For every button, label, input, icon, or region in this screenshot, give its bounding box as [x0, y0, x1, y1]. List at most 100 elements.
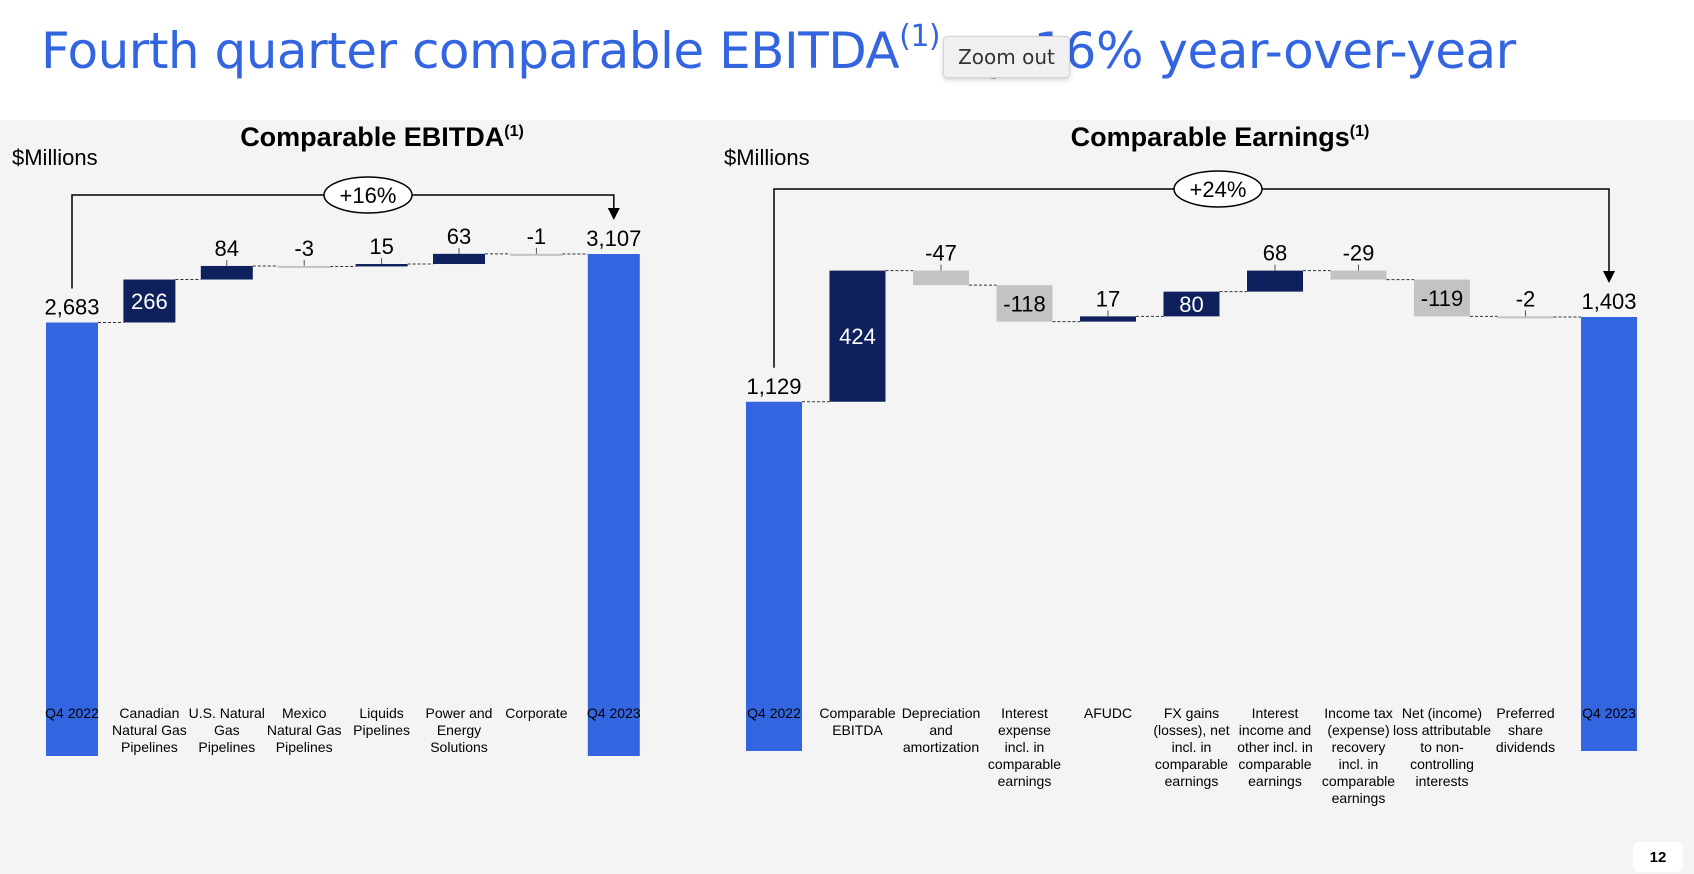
data-label-2: 266	[131, 289, 168, 314]
data-label-3: 84	[215, 236, 239, 261]
category-label-3: Depreciation and amortization	[902, 705, 981, 755]
data-label-4: -3	[294, 236, 314, 261]
bar-7	[1247, 270, 1303, 292]
chart-title-text: Comparable EBITDA	[240, 122, 504, 152]
bar-1	[746, 401, 802, 751]
zoom-out-button[interactable]: Zoom out	[943, 36, 1070, 78]
category-label-line: Interest	[1001, 705, 1048, 721]
data-label-3: -47	[925, 241, 957, 266]
category-label-line: recovery	[1332, 739, 1386, 755]
category-label-line: controlling	[1410, 756, 1474, 772]
category-label-line: FX gains	[1164, 705, 1219, 721]
category-label-10: Preferred share dividends	[1496, 705, 1555, 755]
category-label-line: Solutions	[430, 739, 488, 755]
bar-4	[996, 285, 1053, 322]
category-label-line: comparable	[1238, 756, 1311, 772]
category-label-1: Q4 2022	[747, 705, 801, 721]
change-label: +24%	[1190, 177, 1247, 202]
change-bracket	[773, 188, 1610, 368]
category-label-line: Natural Gas	[267, 722, 342, 738]
chart-title-text: Comparable Earnings	[1071, 122, 1350, 152]
bar-8	[587, 254, 640, 756]
change-oval	[1173, 170, 1263, 208]
category-label-line: comparable	[1155, 756, 1228, 772]
bar-1	[46, 322, 98, 756]
category-label-line: Pipelines	[353, 722, 410, 738]
category-label-line: amortization	[903, 739, 979, 755]
category-label-line: incl. in	[1172, 739, 1212, 755]
category-label-line: Income tax	[1324, 705, 1392, 721]
bar-6	[433, 253, 485, 265]
bar-4	[278, 265, 331, 268]
category-label-2: Comparable EBITDA	[819, 705, 895, 738]
category-label-line: Power and	[426, 705, 493, 721]
data-label-8: 3,107	[586, 226, 641, 251]
category-label-line: Q4 2022	[45, 705, 99, 721]
category-label-5: Liquids Pipelines	[353, 705, 410, 738]
category-label-line: Pipelines	[276, 739, 333, 755]
category-label-line: Mexico	[282, 705, 327, 721]
category-label-line: interests	[1416, 773, 1469, 789]
category-label-line: comparable	[1322, 773, 1395, 789]
change-arrowhead	[607, 208, 620, 220]
change-arrowhead	[1603, 271, 1615, 283]
category-label-line: U.S. Natural	[189, 705, 265, 721]
category-label-2: Canadian Natural Gas Pipelines	[112, 705, 187, 755]
change-label: +16%	[340, 183, 397, 208]
bar-6	[1163, 291, 1220, 317]
category-label-5: AFUDC	[1084, 705, 1132, 721]
category-label-6: FX gains (losses), net incl. in comparable e…	[1153, 705, 1229, 789]
category-label-line: Pipelines	[121, 739, 178, 755]
category-label-line: Gas	[214, 722, 240, 738]
bar-2	[123, 279, 176, 323]
category-label-line: Q4 2023	[1582, 705, 1636, 721]
data-label-9: -119	[1421, 286, 1463, 311]
bar-9	[1414, 279, 1470, 317]
category-label-line: (losses), net	[1153, 722, 1229, 738]
data-label-6: 80	[1179, 292, 1203, 317]
category-label-line: earnings	[998, 773, 1052, 789]
category-label-line: income and	[1239, 722, 1311, 738]
category-label-7: Corporate	[505, 705, 567, 721]
category-label-7: Interest income and other incl. in comparab…	[1237, 705, 1312, 789]
category-label-line: incl. in	[1339, 756, 1379, 772]
category-label-line: other incl. in	[1237, 739, 1312, 755]
category-label-line: AFUDC	[1084, 705, 1132, 721]
y-axis-label: $Millions	[12, 145, 98, 170]
y-axis-label: $Millions	[724, 145, 810, 170]
bar-8	[1330, 270, 1387, 280]
category-label-4: Mexico Natural Gas Pipelines	[267, 705, 342, 755]
bar-2	[829, 270, 886, 402]
category-label-line: share	[1508, 722, 1543, 738]
category-label-line: incl. in	[1005, 739, 1045, 755]
category-label-8: Income tax (expense) recovery incl. in compa…	[1322, 705, 1395, 806]
chart-title: Comparable EBITDA(1)	[240, 122, 524, 152]
category-label-line: Preferred	[1496, 705, 1554, 721]
category-label-1: Q4 2022	[45, 705, 99, 721]
category-label-line: Comparable	[819, 705, 895, 721]
data-label-5: 17	[1096, 286, 1120, 311]
bar-10	[1497, 316, 1554, 319]
data-label-11: 1,403	[1581, 289, 1636, 314]
slide-title: Fourth quarter comparable EBITDA(1) up 1…	[41, 19, 1516, 81]
data-label-1: 2,683	[44, 295, 99, 320]
category-label-line: dividends	[1496, 739, 1555, 755]
category-label-line: Natural Gas	[112, 722, 187, 738]
chart-panel: Comparable EBITDA(1) $Millions 2,683 Q4 202…	[0, 120, 1694, 874]
chart-title-footnote: (1)	[504, 123, 524, 140]
category-label-8: Q4 2023	[587, 705, 641, 721]
bar-5	[355, 264, 408, 267]
category-label-line: earnings	[1165, 773, 1219, 789]
category-label-line: Liquids	[359, 705, 403, 721]
category-label-line: expense	[998, 722, 1051, 738]
slide-title-footnote: (1)	[899, 19, 941, 54]
change-oval	[323, 176, 413, 214]
data-label-2: 424	[839, 324, 876, 349]
waterfall-chart-2: Comparable Earnings(1) $Millions 1,129 Q4 2…	[724, 122, 1637, 806]
category-label-6: Power and Energy Solutions	[426, 705, 493, 755]
category-label-line: EBITDA	[832, 722, 883, 738]
data-label-8: -29	[1343, 241, 1375, 266]
bar-11	[1581, 317, 1637, 751]
waterfall-chart-1: Comparable EBITDA(1) $Millions 2,683 Q4 202…	[12, 122, 641, 756]
